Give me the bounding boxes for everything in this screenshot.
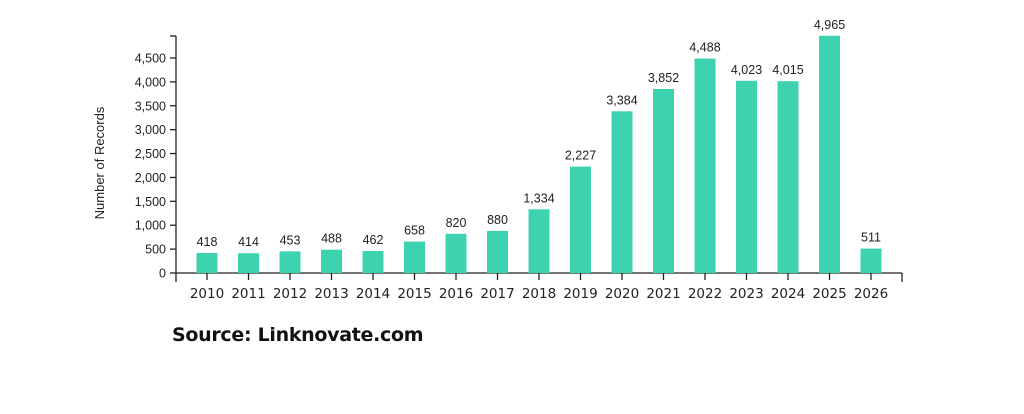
bar-2023 xyxy=(736,80,757,273)
data-label-2024: 4,015 xyxy=(772,63,803,77)
bar-2018 xyxy=(528,209,550,273)
y-tick-label: 4,000 xyxy=(135,75,166,89)
y-tick-label: 1,500 xyxy=(135,195,166,209)
bar-2020 xyxy=(611,111,633,273)
bar-2021 xyxy=(653,88,674,274)
data-label-2017: 880 xyxy=(487,213,508,227)
x-tick-label-2016: 2016 xyxy=(439,286,473,302)
x-tick-label-2010: 2010 xyxy=(190,286,224,302)
bar-2026 xyxy=(860,248,882,273)
y-tick-label: 3,000 xyxy=(135,123,166,137)
data-label-2010: 418 xyxy=(197,235,218,249)
data-label-2026: 511 xyxy=(861,231,881,245)
data-label-2020: 3,384 xyxy=(606,93,637,107)
x-tick-label-2023: 2023 xyxy=(729,286,763,302)
x-tick-label-2019: 2019 xyxy=(563,286,597,302)
x-tick-label-2015: 2015 xyxy=(397,286,431,302)
y-tick-label: 3,500 xyxy=(135,99,166,113)
data-label-2019: 2,227 xyxy=(565,149,596,163)
y-tick-label: 0 xyxy=(159,267,166,281)
x-tick-label-2022: 2022 xyxy=(688,286,722,302)
data-label-2012: 453 xyxy=(280,233,301,247)
data-label-2025: 4,965 xyxy=(814,18,845,32)
bar-2015 xyxy=(404,241,425,273)
data-label-2014: 462 xyxy=(363,233,384,247)
bar-2017 xyxy=(487,230,508,273)
source-caption: Source: Linknovate.com xyxy=(172,324,424,346)
x-tick-label-2020: 2020 xyxy=(605,286,639,302)
x-tick-label-2024: 2024 xyxy=(771,286,805,302)
x-tick-label-2018: 2018 xyxy=(522,286,556,302)
bar-2014 xyxy=(362,250,384,273)
data-label-2013: 488 xyxy=(321,232,342,246)
bar-2016 xyxy=(445,233,467,273)
data-label-2018: 1,334 xyxy=(523,191,554,205)
y-axis-label: Number of Records xyxy=(92,106,107,219)
y-tick-label: 4,500 xyxy=(135,52,166,66)
bar-2024 xyxy=(777,81,799,273)
bar-2025 xyxy=(819,35,840,274)
bar-2011 xyxy=(238,253,259,273)
x-tick-label-2012: 2012 xyxy=(273,286,307,302)
x-tick-label-2026: 2026 xyxy=(854,286,888,302)
bar-2010 xyxy=(196,253,218,273)
y-tick-label: 1,000 xyxy=(135,219,166,233)
bar-2012 xyxy=(279,251,301,273)
bar-2013 xyxy=(321,249,342,273)
bar-2019 xyxy=(570,166,591,273)
x-tick-label-2017: 2017 xyxy=(480,286,514,302)
x-tick-label-2025: 2025 xyxy=(812,286,846,302)
data-label-2022: 4,488 xyxy=(689,41,720,55)
x-tick-label-2013: 2013 xyxy=(314,286,348,302)
data-label-2011: 414 xyxy=(238,235,259,249)
bar-2022 xyxy=(694,58,716,273)
y-tick-label: 2,500 xyxy=(135,147,166,161)
x-tick-label-2011: 2011 xyxy=(231,286,265,302)
data-label-2015: 658 xyxy=(404,224,425,238)
x-tick-label-2014: 2014 xyxy=(356,286,390,302)
data-label-2016: 820 xyxy=(446,216,467,230)
data-label-2021: 3,852 xyxy=(648,71,679,85)
x-tick-label-2021: 2021 xyxy=(646,286,680,302)
y-tick-label: 500 xyxy=(145,243,166,257)
y-tick-label: 2,000 xyxy=(135,171,166,185)
data-label-2023: 4,023 xyxy=(731,63,762,77)
